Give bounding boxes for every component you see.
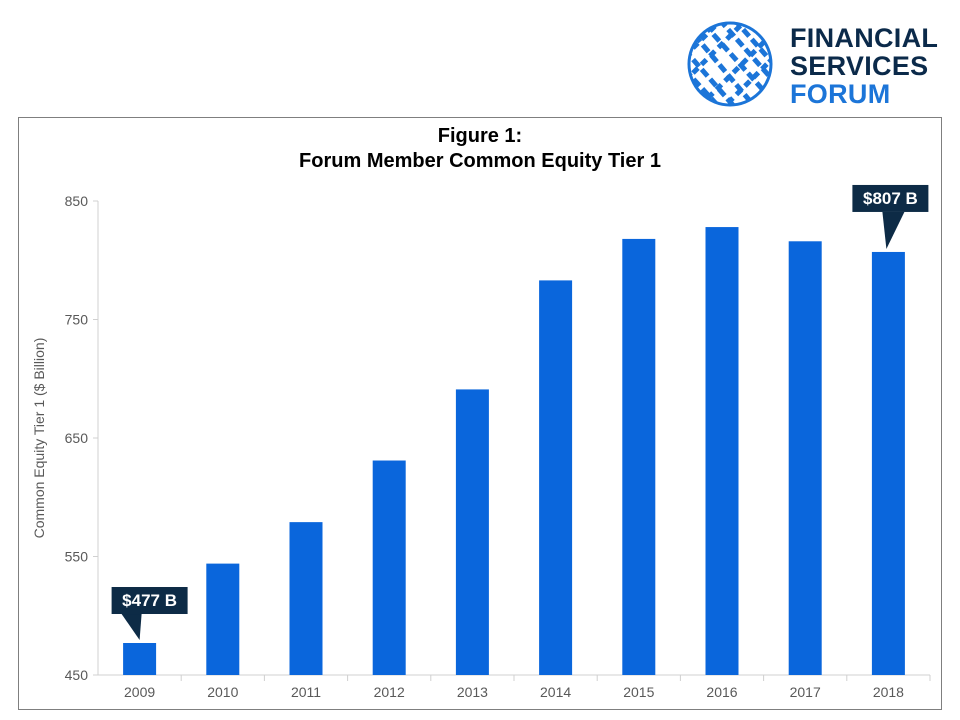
x-tick-label: 2012 xyxy=(374,684,405,700)
bar-2010 xyxy=(206,563,240,675)
chart-title-block: Figure 1: Forum Member Common Equity Tie… xyxy=(18,124,942,174)
x-tick-label: 2017 xyxy=(790,684,821,700)
bar-2016 xyxy=(705,227,739,675)
brand-line-2: SERVICES xyxy=(790,51,929,81)
bar-2015 xyxy=(622,238,656,676)
brand-wordmark: FINANCIAL SERVICES FORUM xyxy=(790,24,938,108)
x-tick-label: 2015 xyxy=(623,684,654,700)
callout-pointer xyxy=(882,211,905,249)
brand-line-1: FINANCIAL xyxy=(790,23,939,53)
y-axis-label: Common Equity Tier 1 ($ Billion) xyxy=(31,338,47,539)
brand-line-3: FORUM xyxy=(790,79,891,109)
x-tick-label: 2010 xyxy=(207,684,238,700)
y-tick-label: 550 xyxy=(65,549,89,565)
bar-2012 xyxy=(372,460,406,675)
bar-2014 xyxy=(539,280,573,675)
globe-icon xyxy=(687,21,773,107)
chart-frame xyxy=(18,117,942,710)
bar-2011 xyxy=(289,522,323,675)
bar-2018 xyxy=(871,251,905,675)
bar-2009 xyxy=(123,643,157,675)
bar-2017 xyxy=(788,241,822,676)
y-tick-label: 750 xyxy=(65,312,89,328)
x-tick-label: 2016 xyxy=(706,684,737,700)
callout-box xyxy=(111,587,188,615)
x-tick-label: 2013 xyxy=(457,684,488,700)
callout-label: $807 B xyxy=(863,189,918,208)
y-tick-label: 650 xyxy=(65,430,89,446)
chart-title: Figure 1: xyxy=(437,125,523,147)
x-tick-label: 2009 xyxy=(124,684,155,700)
callout-label: $477 B xyxy=(122,591,177,610)
x-tick-label: 2014 xyxy=(540,684,571,700)
brand-logo xyxy=(686,20,946,110)
y-tick-label: 450 xyxy=(65,667,89,683)
x-tick-label: 2018 xyxy=(873,684,904,700)
callout-box xyxy=(852,184,929,212)
callout-pointer xyxy=(121,614,142,641)
x-tick-label: 2011 xyxy=(291,684,321,700)
y-tick-label: 850 xyxy=(65,193,89,209)
bar-2013 xyxy=(455,389,489,675)
chart-subtitle: Forum Member Common Equity Tier 1 xyxy=(299,150,661,172)
